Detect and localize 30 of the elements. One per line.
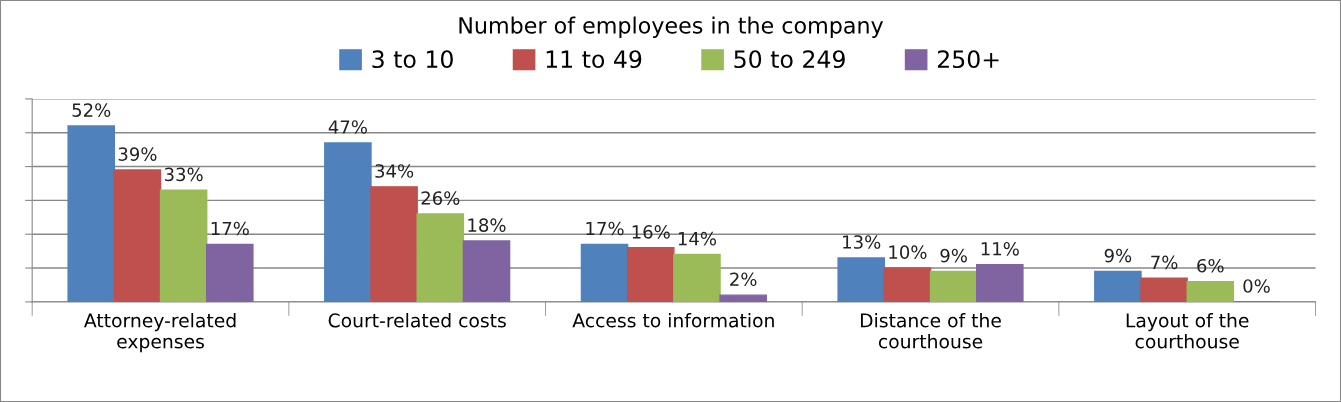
x-tick-label: Court-related costs	[328, 313, 506, 328]
data-label: 17%	[211, 221, 249, 236]
legend-label: 50 to 249	[734, 50, 845, 69]
data-label: 16%	[632, 225, 670, 239]
legend-label: 3 to 10	[372, 50, 453, 69]
data-label: 26%	[421, 191, 460, 205]
legend-title: Number of employees in the company	[459, 16, 884, 39]
x-tick-label: Access to information	[572, 313, 774, 328]
data-label: 39%	[118, 147, 157, 161]
data-label: 9%	[940, 248, 967, 263]
data-label: 10%	[889, 245, 927, 260]
data-label: 0%	[1243, 279, 1270, 293]
x-tick-label: Distance of the courthouse	[860, 313, 1001, 349]
data-label: 2%	[730, 272, 757, 287]
data-label: 52%	[72, 103, 111, 117]
data-label: 11%	[981, 241, 1019, 256]
legend-label: 250+	[937, 50, 999, 69]
x-tick-label: Layout of the courthouse	[1126, 313, 1249, 349]
data-label: 17%	[586, 221, 624, 236]
data-label: 18%	[468, 218, 506, 232]
x-tick-label: Attorney-related expenses	[84, 313, 236, 353]
data-label: 14%	[678, 231, 717, 246]
data-label: 7%	[1151, 255, 1178, 270]
data-label: 13%	[843, 235, 881, 249]
data-label: 47%	[328, 120, 367, 134]
data-label: 9%	[1104, 248, 1132, 263]
data-label: 6%	[1197, 258, 1224, 273]
legend-label: 11 to 49	[546, 50, 642, 69]
data-label: 33%	[164, 167, 203, 182]
data-label: 34%	[375, 164, 414, 178]
